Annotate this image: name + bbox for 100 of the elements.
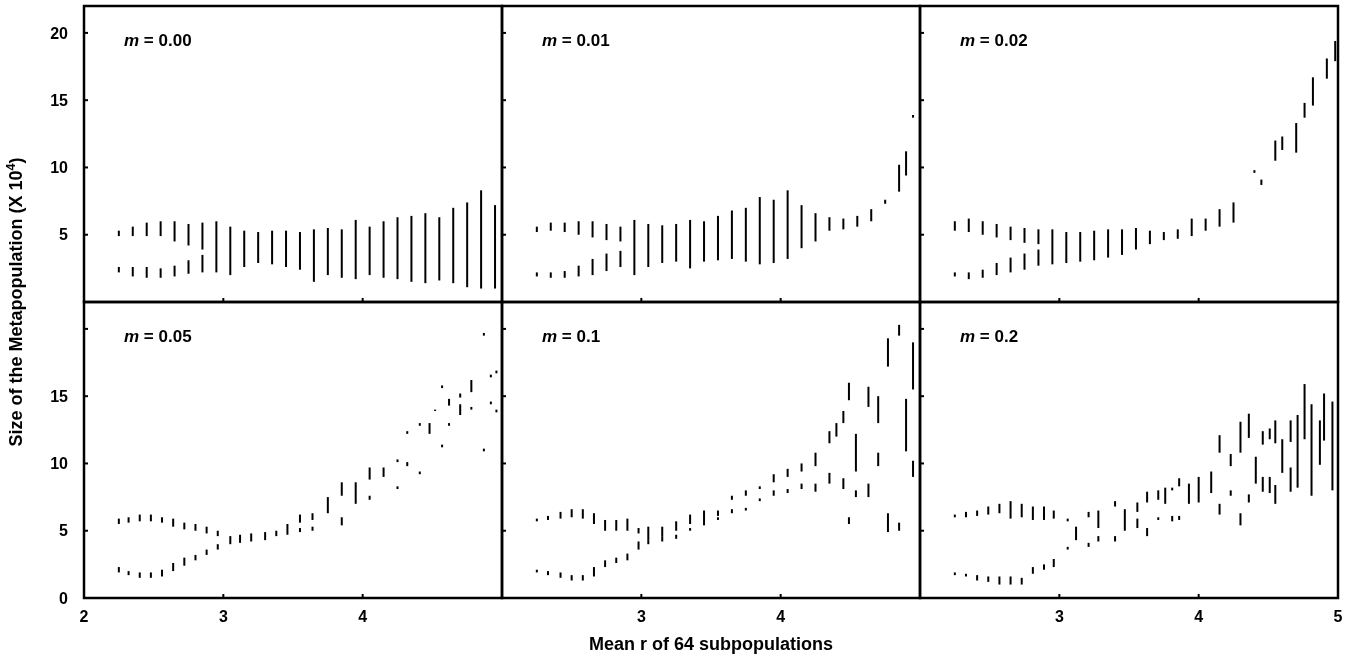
bar — [786, 489, 789, 494]
bar — [842, 478, 845, 490]
bar — [194, 554, 197, 561]
bar — [1289, 420, 1292, 442]
bar — [183, 557, 186, 566]
bar — [758, 498, 761, 502]
bar — [1176, 229, 1179, 239]
bar — [396, 459, 399, 463]
bar — [117, 567, 120, 573]
bar — [459, 393, 462, 398]
bar — [549, 272, 552, 278]
bar — [326, 497, 329, 514]
bar — [1043, 506, 1046, 520]
bar — [1268, 428, 1271, 440]
bar — [1303, 384, 1306, 440]
bar — [964, 511, 967, 518]
bar — [549, 222, 552, 231]
x-tick-label: 3 — [218, 608, 228, 625]
bar — [138, 514, 141, 522]
bar — [286, 524, 289, 535]
bar — [703, 221, 706, 262]
bar — [546, 515, 549, 520]
bar — [1254, 456, 1257, 484]
bar — [1296, 415, 1299, 488]
bar — [340, 229, 343, 278]
bar — [1114, 501, 1117, 507]
bar — [559, 511, 562, 519]
bar — [884, 199, 887, 204]
bar — [494, 205, 497, 289]
bar — [1229, 490, 1232, 496]
bar — [466, 202, 469, 288]
bar — [1136, 502, 1139, 512]
bar — [1281, 439, 1284, 473]
bar — [1325, 58, 1328, 79]
bar — [905, 398, 908, 452]
bar — [205, 526, 208, 534]
bar — [1171, 515, 1174, 522]
bar — [159, 221, 162, 237]
bar — [867, 483, 870, 498]
bar — [459, 404, 462, 416]
bar — [149, 572, 152, 578]
bar — [786, 468, 789, 477]
bar — [581, 575, 584, 581]
bar — [1218, 503, 1221, 515]
bar — [814, 213, 817, 242]
bar — [854, 433, 857, 472]
bar — [867, 386, 870, 407]
text: m = 0.01 — [542, 31, 610, 50]
bar — [1247, 494, 1250, 503]
bar — [675, 223, 678, 262]
bar — [1274, 140, 1277, 161]
bar — [835, 423, 838, 437]
bar — [886, 338, 889, 367]
bar — [257, 232, 260, 263]
bar — [637, 541, 640, 550]
bar — [312, 229, 315, 282]
bar — [953, 272, 956, 277]
bar — [1218, 209, 1221, 227]
bar — [1009, 257, 1012, 273]
y-tick-label: 0 — [59, 589, 69, 607]
bar — [981, 221, 984, 235]
bar — [912, 342, 915, 390]
bar — [563, 271, 566, 278]
bar — [216, 530, 219, 537]
bar — [368, 495, 371, 500]
bar — [117, 518, 120, 524]
bar — [127, 517, 130, 523]
bar — [1023, 253, 1026, 270]
bar — [633, 219, 636, 276]
bar — [592, 513, 595, 524]
text: m = 0.05 — [124, 327, 192, 346]
bar — [592, 567, 595, 577]
bar — [619, 226, 622, 242]
bar — [396, 217, 399, 280]
bar — [311, 513, 314, 520]
bar — [275, 530, 278, 537]
bar — [1274, 420, 1277, 444]
bar — [205, 549, 208, 555]
bar — [1162, 232, 1165, 241]
bar — [1289, 467, 1292, 492]
bar — [470, 406, 473, 410]
bar — [1097, 536, 1100, 542]
bar — [201, 222, 204, 250]
bar — [1210, 471, 1213, 494]
text: m = 0.2 — [960, 327, 1019, 346]
bar — [1146, 528, 1149, 537]
y-tick-label: 5 — [59, 522, 69, 540]
y-tick-label: 20 — [50, 24, 69, 42]
bar — [626, 553, 629, 561]
bar — [842, 410, 845, 424]
bar — [159, 268, 162, 278]
bar — [626, 518, 629, 531]
bar — [149, 514, 152, 522]
bar — [912, 460, 915, 477]
bar — [127, 571, 130, 576]
x-tick-label: 5 — [1333, 608, 1343, 625]
bar — [1066, 546, 1069, 550]
bar — [570, 509, 573, 518]
bar — [689, 219, 692, 269]
bar — [744, 490, 747, 496]
